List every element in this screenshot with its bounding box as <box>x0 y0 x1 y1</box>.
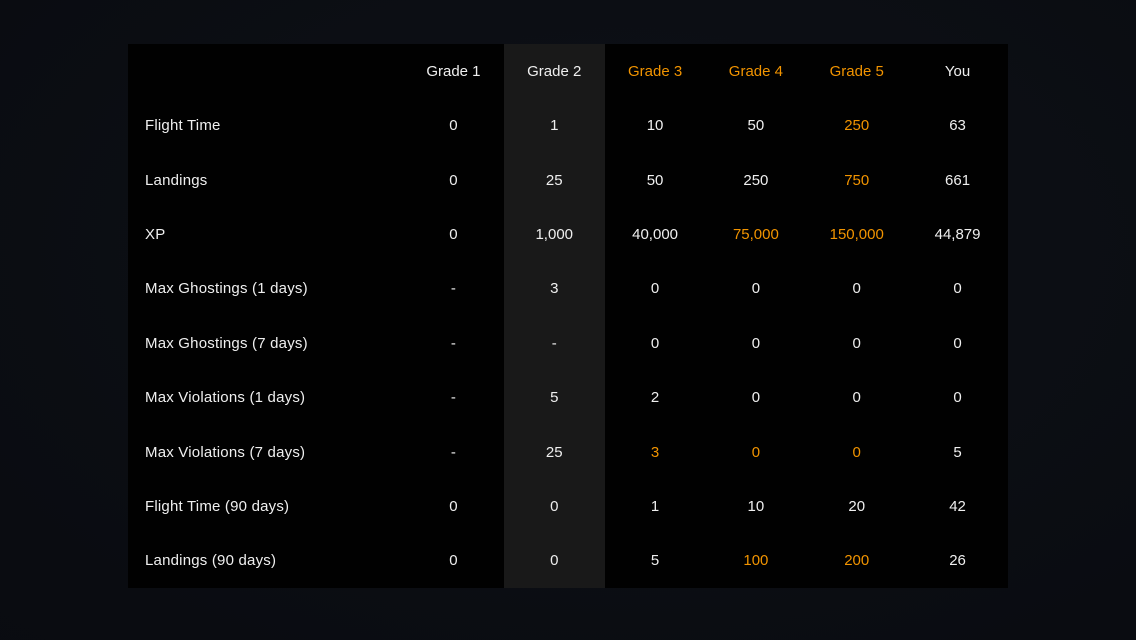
cell-grade-2: 1,000 <box>503 207 605 262</box>
table-row-max-violations-1-days: Max Violations (1 days) - 5 2 0 0 0 <box>128 370 1008 425</box>
row-label: Max Violations (1 days) <box>145 389 306 407</box>
cell-grade-4: 100 <box>743 552 769 570</box>
cell-grade-3: 2 <box>650 389 660 407</box>
cell-grade-5: 200 <box>844 552 870 570</box>
table-row-flight-time: Flight Time 0 1 10 50 250 63 <box>128 98 1008 153</box>
cell-you: 661 <box>945 171 971 189</box>
cell-you: 26 <box>949 552 966 570</box>
cell-grade-1: - <box>450 280 456 298</box>
cell-you: 0 <box>953 280 962 298</box>
cell-grade-4: 0 <box>751 389 761 407</box>
cell-grade-2: 0 <box>503 479 605 534</box>
table-row-max-ghostings-7-days: Max Ghostings (7 days) - - 0 0 0 0 <box>128 316 1008 371</box>
cell-grade-3: 0 <box>650 280 660 298</box>
cell-grade-3: 0 <box>650 334 660 352</box>
cell-grade-5: 20 <box>848 497 866 515</box>
cell-grade-5: 0 <box>852 334 861 352</box>
cell-you: 5 <box>953 443 962 461</box>
cell-grade-2: 25 <box>503 424 605 480</box>
cell-you: 44,879 <box>934 225 981 243</box>
row-label: Flight Time (90 days) <box>145 497 290 515</box>
cell-you: 0 <box>953 334 962 352</box>
cell-grade-3: 5 <box>650 552 660 570</box>
cell-grade-2: 1 <box>503 98 605 153</box>
cell-grade-4: 0 <box>751 280 761 298</box>
corner-cell <box>128 44 403 98</box>
table-row-xp: XP 0 1,000 40,000 75,000 150,000 44,879 <box>128 207 1008 262</box>
table-row-landings-90-days: Landings (90 days) 0 0 5 100 200 26 <box>128 533 1008 589</box>
cell-you: 42 <box>949 497 966 515</box>
cell-grade-2: - <box>503 316 605 371</box>
cell-grade-1: 0 <box>449 117 458 135</box>
column-header-grade-2: Grade 2 <box>503 44 605 99</box>
cell-grade-1: 0 <box>449 171 458 189</box>
cell-you: 63 <box>949 117 966 135</box>
cell-grade-1: - <box>450 389 456 407</box>
row-label: Max Ghostings (7 days) <box>145 334 308 352</box>
cell-grade-4: 10 <box>747 497 765 515</box>
cell-grade-3: 40,000 <box>632 225 679 243</box>
cell-grade-4: 0 <box>751 443 761 461</box>
cell-grade-4: 75,000 <box>732 225 779 243</box>
cell-grade-4: 50 <box>747 117 765 135</box>
cell-grade-1: 0 <box>449 225 458 243</box>
column-header-grade-3: Grade 3 <box>627 62 683 80</box>
column-header-grade-5: Grade 5 <box>829 62 884 80</box>
row-label: Max Violations (7 days) <box>145 443 306 461</box>
column-header-you: You <box>944 62 971 80</box>
cell-grade-5: 0 <box>852 443 861 461</box>
table-row-max-violations-7-days: Max Violations (7 days) - 25 3 0 0 5 <box>128 424 1008 480</box>
cell-grade-3: 50 <box>646 171 664 189</box>
cell-grade-2: 5 <box>503 370 605 425</box>
cell-grade-3: 10 <box>646 117 664 135</box>
cell-grade-1: 0 <box>449 497 458 515</box>
cell-grade-5: 750 <box>844 171 870 189</box>
cell-grade-1: 0 <box>449 552 458 570</box>
table-row-flight-time-90-days: Flight Time (90 days) 0 0 1 10 20 42 <box>128 479 1008 534</box>
column-header-grade-1: Grade 1 <box>426 62 481 80</box>
table-row-max-ghostings-1-days: Max Ghostings (1 days) - 3 0 0 0 0 <box>128 261 1008 317</box>
table-row-landings: Landings 0 25 50 250 750 661 <box>128 152 1008 208</box>
cell-you: 0 <box>953 389 962 407</box>
row-label: Landings <box>145 171 208 189</box>
cell-grade-5: 0 <box>852 280 861 298</box>
cell-grade-3: 1 <box>650 497 660 515</box>
table-header-row: Grade 1 Grade 2 Grade 3 Grade 4 Grade 5 … <box>128 44 1008 99</box>
row-label: Max Ghostings (1 days) <box>145 280 308 298</box>
cell-grade-2: 0 <box>503 533 605 589</box>
cell-grade-5: 150,000 <box>829 225 884 243</box>
row-label: XP <box>145 225 166 243</box>
row-label: Flight Time <box>145 117 221 135</box>
grade-table: Grade 1 Grade 2 Grade 3 Grade 4 Grade 5 … <box>128 44 1008 589</box>
cell-grade-4: 250 <box>743 171 769 189</box>
cell-grade-5: 0 <box>852 389 861 407</box>
cell-grade-3: 3 <box>650 443 660 461</box>
cell-grade-2: 25 <box>503 152 605 208</box>
cell-grade-5: 250 <box>844 117 870 135</box>
cell-grade-1: - <box>450 334 456 352</box>
column-header-grade-4: Grade 4 <box>728 62 783 80</box>
cell-grade-1: - <box>450 443 456 461</box>
row-label: Landings (90 days) <box>145 552 277 570</box>
cell-grade-4: 0 <box>751 334 761 352</box>
cell-grade-2: 3 <box>503 261 605 317</box>
